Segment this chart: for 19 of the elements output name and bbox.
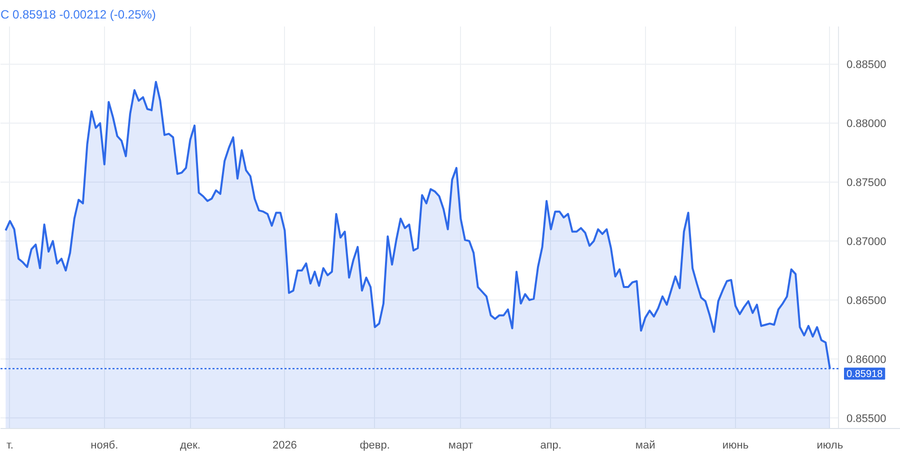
x-tick-label: июль: [816, 440, 844, 452]
y-tick-label: 0.86500: [846, 295, 886, 307]
y-tick-label: 0.87500: [846, 177, 886, 190]
ref-line-label: 0.85918: [846, 369, 884, 380]
y-tick-label: 0.86000: [846, 354, 886, 366]
x-tick-label: т.: [6, 440, 14, 452]
x-tick-label: дек.: [180, 440, 200, 452]
x-tick-label: нояб.: [90, 440, 118, 452]
y-tick-label: 0.88000: [846, 118, 886, 130]
x-tick-label: июнь: [722, 440, 749, 452]
x-tick-label: апр.: [540, 440, 562, 452]
y-tick-label: 0.85500: [846, 412, 886, 425]
x-tick-label: февр.: [360, 440, 390, 452]
y-tick-label: 0.88500: [846, 59, 886, 72]
x-tick-label: 2026: [272, 440, 297, 452]
chart-title: C 0.85918 -0.00212 (-0.25%): [0, 8, 156, 22]
y-tick-label: 0.87000: [846, 236, 886, 248]
x-tick-label: март: [448, 440, 474, 452]
x-tick-label: май: [635, 440, 656, 452]
